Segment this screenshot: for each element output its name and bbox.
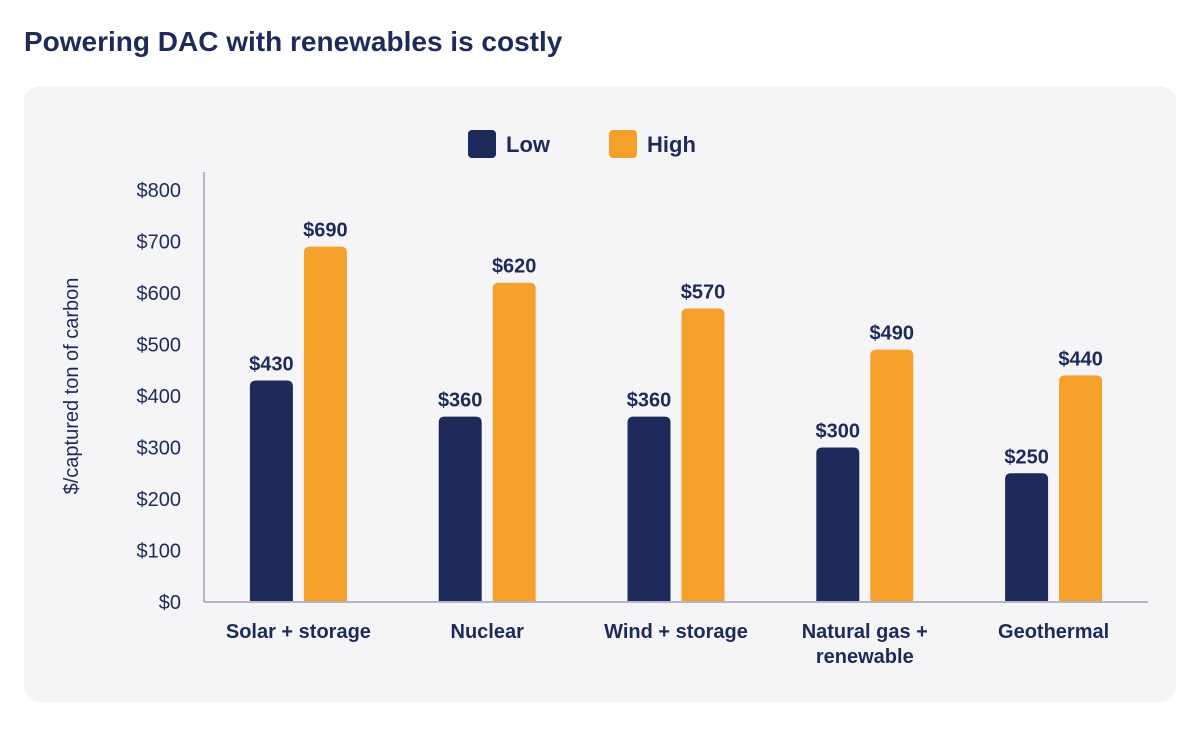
x-axis: Solar + storage Nuclear Wind + storage Natu… — [204, 601, 1148, 668]
bar-low-3 — [816, 447, 860, 602]
bar-high-0 — [303, 246, 347, 602]
legend-swatch-high — [609, 130, 637, 158]
y-tick-label: $700 — [137, 232, 182, 254]
x-tick-label: renewable — [816, 646, 914, 668]
data-label-low: $360 — [627, 390, 672, 412]
data-label-high: $490 — [870, 323, 915, 345]
data-label-low: $250 — [1004, 446, 1049, 468]
bar-high-1 — [492, 282, 536, 602]
data-label-high: $690 — [303, 220, 348, 242]
x-tick-label: Nuclear — [451, 621, 525, 643]
y-axis-title: $/captured ton of carbon — [61, 278, 83, 495]
legend: Low High — [468, 130, 696, 158]
data-label-low: $430 — [249, 354, 294, 376]
x-tick-label: Wind + storage — [604, 621, 748, 643]
y-tick-label: $200 — [137, 489, 182, 511]
bar-high-2 — [681, 308, 725, 602]
x-tick-label: Geothermal — [998, 621, 1109, 643]
y-axis: $0 $100 $200 $300 $400 $500 $600 $700 $800 $/capt… — [61, 172, 205, 614]
chart-title: Powering DAC with renewables is costly — [24, 26, 563, 57]
data-label-high: $620 — [492, 256, 537, 278]
legend-label-high: High — [647, 132, 696, 157]
legend-label-low: Low — [506, 132, 551, 157]
bar-low-4 — [1005, 473, 1049, 602]
bar-low-1 — [438, 416, 482, 602]
bar-high-3 — [870, 349, 914, 602]
y-tick-label: $500 — [137, 335, 182, 357]
x-tick-label: Natural gas + — [802, 621, 928, 643]
y-tick-label: $100 — [137, 541, 182, 563]
y-tick-label: $400 — [137, 386, 182, 408]
data-label-high: $570 — [681, 281, 726, 303]
bar-low-2 — [627, 416, 671, 602]
bar-high-4 — [1059, 375, 1103, 602]
chart-card — [24, 86, 1176, 702]
bar-low-0 — [249, 380, 293, 602]
y-tick-label: $600 — [137, 283, 182, 305]
data-label-high: $440 — [1058, 348, 1103, 370]
bars: $430 $690 $360 $620 $360 $570 $300 $490 $250 $440 — [249, 220, 1103, 602]
y-tick-label: $800 — [137, 180, 182, 202]
x-tick-label: Solar + storage — [226, 621, 371, 643]
y-tick-label: $300 — [137, 438, 182, 460]
data-label-low: $360 — [438, 390, 483, 412]
legend-swatch-low — [468, 130, 496, 158]
y-tick-label: $0 — [159, 592, 181, 614]
data-label-low: $300 — [816, 421, 861, 443]
